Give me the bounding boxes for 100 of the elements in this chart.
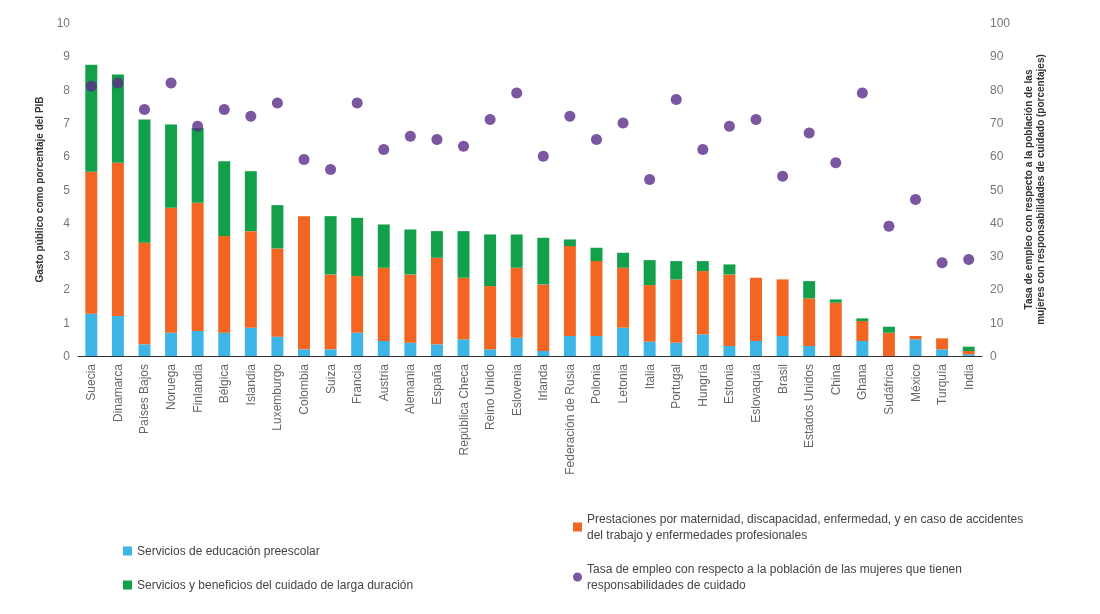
y-tick-label: 5: [63, 182, 71, 197]
bar: [696, 271, 709, 335]
bar: [191, 202, 204, 332]
bar: [244, 171, 257, 232]
y2-axis-title: Tasa de empleo con respecto a la población de las mujeres con responsabilidades de cuidado (porcentajes): [1022, 54, 1046, 325]
point: [537, 150, 549, 162]
point: [830, 157, 842, 169]
bar: [351, 276, 364, 333]
x-tick-label: Suiza: [323, 363, 338, 395]
point: [723, 120, 735, 132]
y-axis-title: Gasto público como porcentaje del PIB: [34, 96, 46, 283]
x-tick-label: México: [908, 363, 923, 403]
point: [910, 193, 922, 205]
x-tick-label: Bélgica: [217, 363, 232, 404]
bar: [803, 281, 816, 299]
y2-tick-label: 10: [990, 315, 1004, 330]
legend-label: Tasa de empleo con respecto a la población de las mujeres que tienen responsabilidades de cuidado: [587, 562, 966, 592]
point: [617, 117, 629, 129]
x-tick-label: Polonia: [589, 363, 604, 405]
bar: [856, 321, 869, 342]
bar: [430, 344, 443, 356]
point: [511, 87, 523, 99]
bar: [909, 336, 922, 340]
bar: [377, 267, 390, 342]
y-tick-label: 10: [56, 16, 71, 30]
x-tick-label: China: [828, 363, 843, 396]
x-tick-label: Estonia: [722, 363, 737, 405]
bar: [85, 313, 98, 356]
bar: [563, 246, 576, 337]
bar: [962, 346, 975, 352]
y-tick-label: 1: [63, 315, 71, 330]
legend-label: Prestaciones por maternidad, discapacidad, enfermedad, y en caso de accidentes del trabajo y enfermedades profesionales: [587, 512, 1027, 542]
y2-tick-label: 50: [990, 182, 1004, 197]
bar: [829, 302, 842, 356]
x-tick-label: Eslovaquia: [749, 363, 763, 423]
point: [192, 120, 204, 132]
point: [936, 257, 948, 269]
bar: [643, 285, 656, 342]
y-tick-label: 7: [63, 115, 71, 130]
bar: [909, 339, 922, 356]
point: [271, 97, 283, 109]
y2-tick-label: 30: [990, 249, 1004, 264]
x-tick-label: India: [961, 363, 976, 391]
bar: [696, 261, 709, 272]
point: [138, 104, 150, 116]
bar: [165, 332, 178, 356]
bar: [484, 286, 497, 350]
bar: [377, 341, 390, 356]
y-tick-label: 6: [63, 149, 71, 164]
x-tick-label: República Checa: [456, 363, 471, 456]
bar: [138, 119, 151, 243]
x-tick-label: Francia: [350, 363, 365, 405]
bar: [324, 216, 337, 275]
bar: [244, 327, 257, 356]
point: [670, 94, 682, 106]
point: [404, 130, 416, 142]
x-tick-label: Noruega: [164, 363, 179, 411]
bar: [138, 344, 151, 356]
bar: [803, 298, 816, 347]
bar: [138, 242, 151, 345]
x-tick-label: Estados Unidos: [802, 364, 817, 449]
bar: [271, 248, 284, 337]
bar: [85, 64, 98, 172]
bar: [537, 351, 550, 356]
bar: [191, 127, 204, 203]
bar: [484, 234, 497, 287]
bar: [723, 346, 736, 356]
y2-tick-label: 0: [990, 349, 997, 363]
x-tick-label: Portugal: [669, 364, 684, 409]
bar: [218, 236, 231, 333]
x-tick-label: Colombia: [297, 363, 311, 415]
y2-tick-label: 90: [990, 49, 1004, 64]
legend-label: Servicios de educación preescolar: [137, 544, 320, 558]
x-tick-label: Eslovenia: [509, 363, 524, 417]
bar: [563, 239, 576, 247]
bar: [324, 349, 337, 356]
bar: [244, 231, 257, 328]
x-tick-label: Reino Unido: [483, 363, 498, 431]
point: [245, 110, 257, 122]
bar: [670, 261, 683, 280]
point: [697, 144, 709, 156]
bar: [510, 267, 523, 338]
bar: [617, 327, 630, 356]
bar: [856, 341, 869, 356]
y2-tick-label: 80: [990, 82, 1004, 97]
y2-tick-label: 20: [990, 282, 1004, 297]
point: [85, 80, 97, 92]
bar: [750, 341, 762, 356]
point: [856, 87, 868, 99]
point: [644, 174, 656, 186]
bar: [324, 274, 337, 350]
bar: [882, 326, 895, 333]
point: [963, 253, 975, 265]
bar: [590, 261, 603, 337]
x-tick-label: Países Bajos: [137, 364, 152, 435]
bar: [776, 279, 789, 337]
x-tick-label: Ghana: [855, 363, 870, 401]
bar: [510, 234, 523, 268]
bar: [377, 224, 390, 268]
bar: [271, 336, 284, 356]
